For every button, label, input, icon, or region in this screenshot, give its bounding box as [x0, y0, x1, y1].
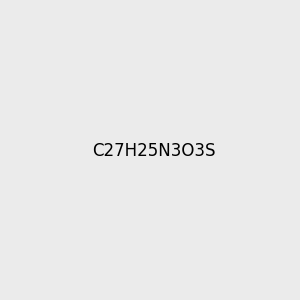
- Text: C27H25N3O3S: C27H25N3O3S: [92, 142, 215, 160]
